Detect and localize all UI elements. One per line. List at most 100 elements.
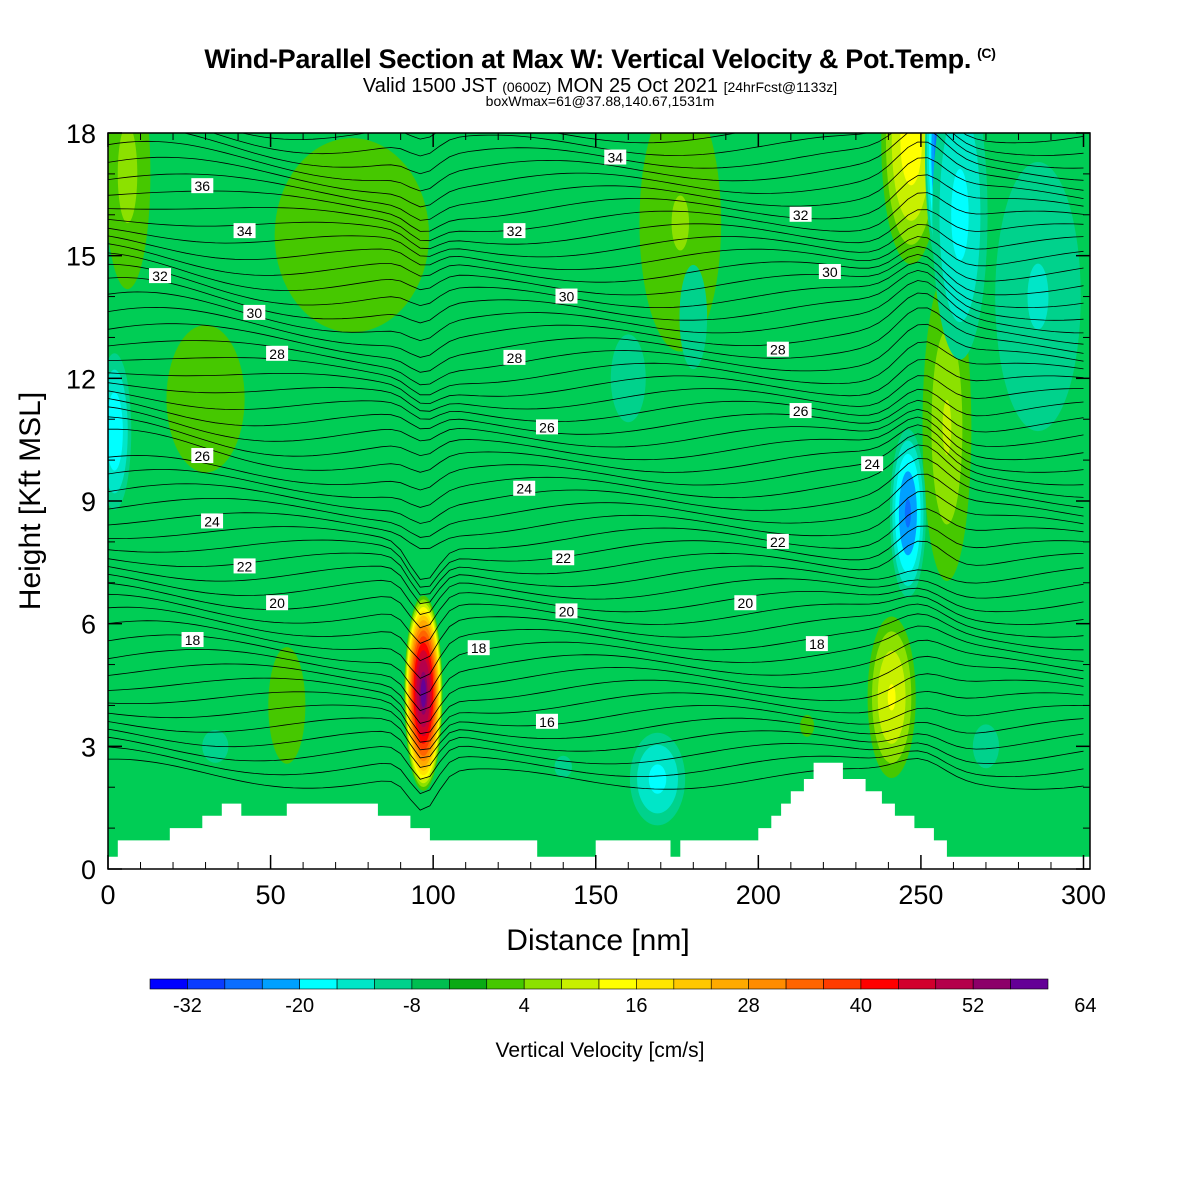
field-band	[800, 714, 815, 737]
theta-label-box	[266, 345, 289, 361]
theta-contour	[108, 704, 1084, 751]
theta-contour	[108, 655, 1084, 724]
theta-contour-label: 24	[513, 480, 536, 497]
theta-contour	[108, 490, 1084, 550]
theta-label-box	[604, 149, 627, 165]
theta-label-box	[789, 206, 812, 222]
colorbar-swatch	[411, 978, 450, 990]
theta-contour-label: 18	[805, 636, 828, 652]
theta-contour	[108, 625, 1084, 696]
theta-label-text: 32	[507, 223, 523, 239]
colorbar-tick-label: 4	[519, 995, 530, 1017]
theta-label-text: 32	[152, 268, 168, 284]
theta-label-box	[805, 636, 828, 652]
theta-label-text: 30	[822, 264, 838, 280]
theta-contour-label: 24	[861, 456, 884, 472]
colorbar-tick-label: 52	[962, 995, 984, 1017]
theta-contour	[108, 375, 1084, 412]
theta-contour	[108, 89, 1084, 130]
colorbar-swatch	[785, 978, 824, 990]
theta-label-box	[266, 595, 289, 611]
colorbar-swatch	[336, 978, 375, 990]
theta-label-box	[181, 632, 204, 648]
field-band	[281, 688, 293, 722]
downdraft-cell	[932, 133, 988, 360]
downdraft-cell	[610, 334, 646, 423]
terrain-mask	[108, 762, 1090, 869]
theta-label-text: 32	[793, 207, 809, 223]
updraft-cell	[274, 138, 430, 333]
updraft-cell	[268, 647, 306, 764]
field-band	[688, 300, 698, 334]
theta-contour	[108, 758, 1084, 811]
theta-contour	[108, 424, 1084, 473]
x-tick-label: 200	[736, 880, 781, 910]
updraft-cell	[800, 714, 815, 737]
theta-contour	[108, 243, 1084, 283]
colorbar-tick-label: 40	[850, 995, 872, 1017]
theta-contour-label: 22	[766, 533, 789, 550]
x-tick-label: 150	[573, 880, 618, 910]
colorbar-swatch	[299, 978, 338, 990]
theta-contour-label: 20	[734, 595, 757, 611]
field-band	[954, 187, 966, 243]
theta-contour-label: 22	[552, 550, 575, 566]
theta-contour	[108, 307, 1084, 373]
theta-contour-label: 30	[555, 288, 578, 305]
y-tick-label: 3	[81, 732, 96, 762]
colorbar-tick-label: -20	[285, 995, 314, 1017]
theta-contour	[108, 209, 1084, 250]
theta-label-text: 28	[770, 342, 786, 358]
theta-contour	[212, 133, 1084, 157]
colorbar: -32 -20 -8 4 16 28 40 52 64	[149, 978, 1097, 1017]
theta-label-box	[233, 223, 256, 239]
field-band	[554, 755, 572, 778]
theta-contour	[108, 416, 1084, 461]
vertical-velocity-field	[108, 133, 1090, 869]
colorbar-swatch	[374, 978, 413, 990]
theta-label-box	[201, 513, 224, 529]
colorbar-swatch	[710, 978, 749, 990]
theta-contour	[108, 746, 1084, 795]
theta-label-box	[535, 419, 558, 435]
theta-label-box	[789, 403, 812, 419]
downdraft-cell	[889, 429, 926, 598]
colorbar-swatch	[636, 978, 675, 990]
theta-contour	[182, 133, 1084, 175]
theta-label-box	[535, 713, 558, 729]
theta-contour	[108, 223, 1084, 258]
theta-label-text: 24	[204, 513, 220, 529]
downdraft-cell	[554, 755, 572, 778]
theta-contour	[108, 280, 1084, 342]
theta-contour-label: 22	[233, 558, 256, 574]
theta-label-text: 20	[738, 595, 754, 611]
theta-contour	[108, 157, 1084, 221]
contour-labels: 36 34 34 32 32 32 30 30 30 28 28 28 26 26 26 24 24 24 22 22…	[149, 149, 884, 730]
theta-contour-label: 36	[191, 178, 214, 194]
colorbar-swatch	[598, 978, 637, 990]
colorbar-title: Vertical Velocity [cm/s]	[496, 1039, 705, 1062]
theta-label-box	[467, 640, 490, 656]
theta-contour-label: 20	[555, 603, 578, 619]
theta-label-box	[766, 533, 789, 549]
theta-contour	[108, 388, 1084, 423]
theta-label-text: 36	[195, 178, 211, 194]
theta-label-text: 20	[269, 595, 285, 611]
theta-contour	[108, 444, 1084, 508]
theta-label-box	[503, 223, 526, 239]
colorbar-tick-label: -8	[403, 995, 421, 1017]
theta-contour	[108, 292, 1084, 358]
y-tick-label: 0	[81, 855, 96, 885]
theta-label-text: 20	[559, 603, 575, 619]
theta-contour	[108, 593, 1084, 644]
theta-label-text: 28	[269, 346, 285, 362]
theta-label-text: 30	[559, 289, 575, 305]
x-tick-label: 300	[1061, 880, 1106, 910]
theta-contour-label: 24	[201, 513, 224, 529]
x-tick-label: 0	[100, 880, 115, 910]
theta-contour-label: 26	[535, 419, 558, 435]
theta-label-text: 24	[864, 456, 880, 472]
theta-contour	[108, 398, 1084, 435]
theta-contour	[108, 639, 1084, 712]
